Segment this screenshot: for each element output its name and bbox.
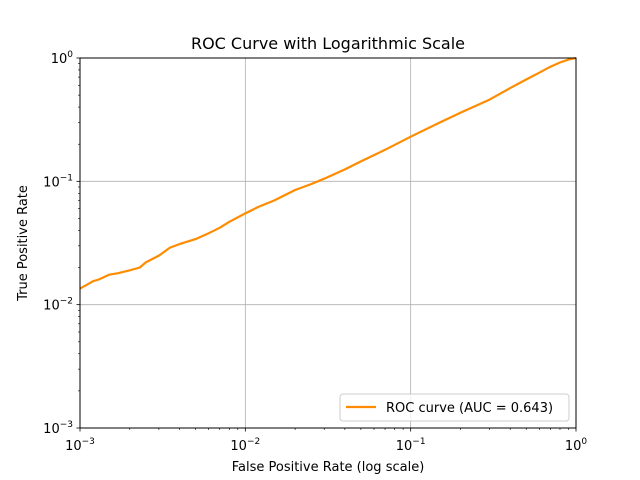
x-tick-label: 10−2 (230, 437, 260, 454)
legend: ROC curve (AUC = 0.643) (339, 393, 570, 422)
series-layer (79, 56, 577, 290)
x-axis-label: False Positive Rate (log scale) (232, 460, 425, 475)
x-tick-label: 100 (565, 437, 588, 454)
x-tick-label: 10−3 (65, 437, 95, 454)
x-tick-label: 10−1 (396, 437, 426, 454)
chart-title: ROC Curve with Logarithmic Scale (191, 34, 465, 53)
grid-lines (80, 58, 576, 428)
y-axis-label: True Positive Rate (16, 185, 31, 302)
y-tick-label: 100 (51, 50, 74, 67)
roc-curve-line (79, 56, 577, 290)
y-tick-label: 10−2 (43, 297, 73, 314)
y-tick-label: 10−1 (43, 173, 73, 190)
axis-ticks: 10−3 10−2 10−1 100 10−3 10−2 10−1 100 (43, 50, 587, 454)
y-tick-label: 10−3 (43, 420, 73, 437)
legend-entry-label: ROC curve (AUC = 0.643) (386, 401, 553, 416)
plot-area-frame (79, 57, 577, 429)
legend-box (339, 393, 570, 422)
